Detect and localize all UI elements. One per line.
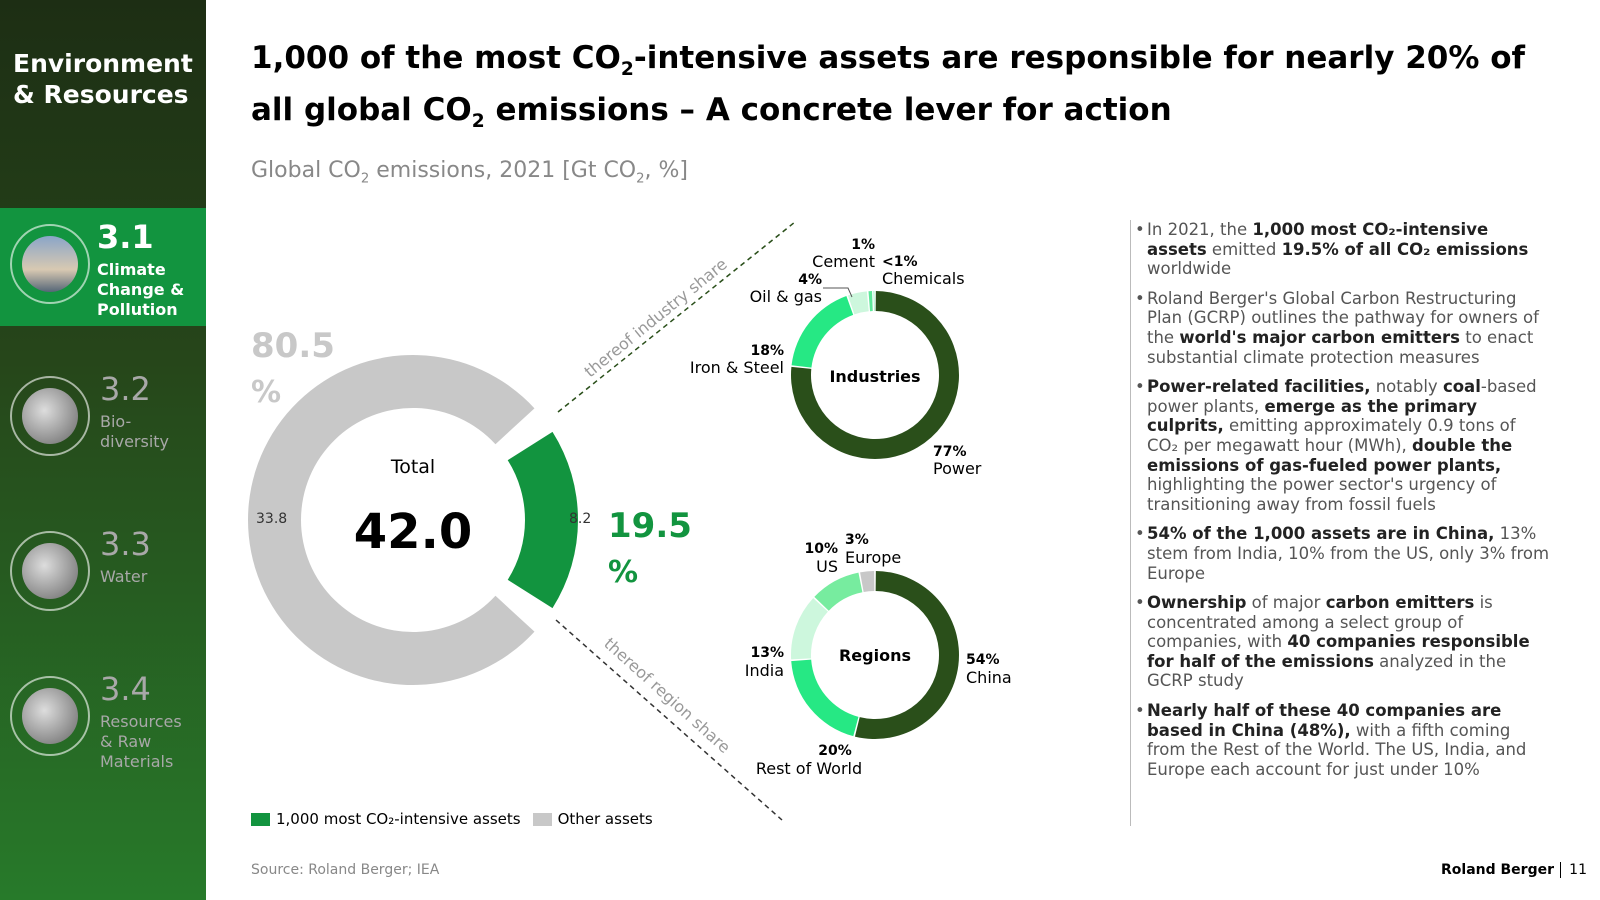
regions-slice-europe — [860, 571, 875, 593]
regions-name-0: China — [966, 668, 1012, 687]
oil-gas-leader — [823, 287, 853, 298]
industries-name-1: Iron & Steel — [690, 358, 784, 377]
industries-slice-iron-steel — [791, 296, 854, 368]
industries-name-0: Power — [933, 459, 982, 478]
bullet-item: Nearly half of these 40 companies are ba… — [1135, 701, 1550, 779]
regions-name-2: India — [745, 661, 784, 680]
industries-slice-chemicals — [873, 291, 875, 312]
page-title: 1,000 of the most CO2-intensive assets a… — [251, 40, 1525, 133]
regions-name-4: Europe — [845, 548, 901, 567]
industries-value-2: 4% — [798, 272, 822, 288]
industries-value-3: 1% — [851, 237, 875, 253]
nav-num: 3.1 — [97, 218, 154, 256]
nav-label: Water — [100, 567, 148, 586]
sidebar: Environment & Resources 3.1 Climate Change… — [0, 0, 206, 900]
legend-item-other: Other assets — [532, 810, 653, 828]
factory-image-icon — [10, 224, 90, 304]
industries-value-0: 77% — [933, 444, 967, 460]
regions-slice-us — [814, 572, 863, 611]
mine-image-icon — [10, 676, 90, 756]
bullet-item: Ownership of major carbon emitters is co… — [1135, 593, 1550, 691]
total-value: 42.0 — [354, 504, 472, 560]
nav-num: 3.4 — [100, 670, 151, 708]
regions-name-3: US — [816, 557, 838, 576]
value-label-other: 33.8 — [256, 511, 287, 527]
nav-num: 3.2 — [100, 370, 151, 408]
regions-slice-china — [854, 571, 960, 739]
connector-industry — [557, 221, 796, 413]
key-findings: In 2021, the 1,000 most CO₂-intensive as… — [1130, 220, 1550, 826]
share-other-unit: % — [251, 375, 281, 410]
footer-brand: Roland Berger — [1441, 862, 1554, 878]
regions-name-1: Rest of World — [756, 759, 862, 778]
industries-name-3: Cement — [812, 252, 875, 271]
connector-region-label: thereof region share — [600, 634, 734, 757]
water-drop-image-icon — [10, 531, 90, 611]
industries-center-label: Industries — [829, 367, 920, 386]
regions-center-label: Regions — [839, 646, 911, 665]
chart-subtitle: Global CO2 emissions, 2021 [Gt CO2, %] — [251, 158, 688, 187]
bullet-item: 54% of the 1,000 assets are in China, 13… — [1135, 524, 1550, 583]
share-intensive-unit: % — [608, 555, 638, 590]
brand-title: Environment & Resources — [13, 49, 193, 109]
regions-slice-india — [791, 598, 828, 660]
industries-name-2: Oil & gas — [750, 287, 822, 306]
nav-label: Resources & Raw Materials — [100, 712, 182, 771]
bird-image-icon — [10, 376, 90, 456]
bullet-item: Roland Berger's Global Carbon Restructur… — [1135, 289, 1550, 367]
industries-value-1: 18% — [750, 343, 784, 359]
total-slice-intensive — [507, 431, 578, 609]
industries-name-4: Chemicals — [882, 269, 965, 288]
source-note: Source: Roland Berger; IEA — [251, 862, 440, 878]
regions-value-3: 10% — [804, 541, 838, 557]
bullet-item: In 2021, the 1,000 most CO₂-intensive as… — [1135, 220, 1550, 279]
page-number: 11 — [1560, 862, 1587, 878]
regions-slice-rest-of-world — [791, 659, 859, 737]
regions-value-4: 3% — [845, 532, 869, 548]
regions-value-2: 13% — [750, 645, 784, 661]
total-slice-other — [248, 355, 535, 685]
industries-slice-oil-gas — [847, 291, 869, 315]
legend-item-intensive: 1,000 most CO₂-intensive assets — [251, 810, 521, 828]
nav-item-resources[interactable]: 3.4 Resources & Raw Materials — [0, 660, 206, 778]
share-intensive: 19.5 — [608, 506, 692, 546]
nav-item-biodiversity[interactable]: 3.2 Bio-diversity — [0, 360, 206, 478]
nav-item-climate[interactable]: 3.1 Climate Change & Pollution — [0, 208, 206, 326]
nav-label: Bio-diversity — [100, 412, 170, 451]
total-center-label: Total — [390, 456, 435, 478]
regions-value-1: 20% — [818, 743, 852, 759]
industries-slice-cement — [868, 291, 873, 312]
nav-label: Climate Change & Pollution — [97, 260, 185, 319]
nav-num: 3.3 — [100, 525, 151, 563]
value-label-intensive: 8.2 — [569, 511, 591, 527]
legend: 1,000 most CO₂-intensive assets Other as… — [251, 810, 653, 828]
regions-value-0: 54% — [966, 652, 1000, 668]
connector-region — [555, 619, 783, 821]
share-other: 80.5 — [251, 326, 335, 366]
industries-value-4: <1% — [882, 254, 918, 270]
nav-item-water[interactable]: 3.3 Water — [0, 515, 206, 633]
bullet-item: Power-related facilities, notably coal-b… — [1135, 377, 1550, 514]
